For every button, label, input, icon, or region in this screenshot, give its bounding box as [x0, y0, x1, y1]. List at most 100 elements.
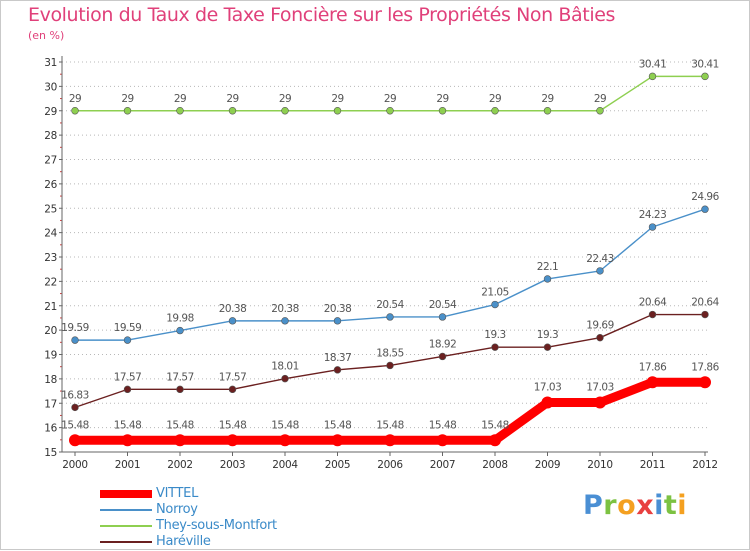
- y-tick-label: 31: [44, 57, 57, 69]
- x-tick-label: 2003: [220, 459, 246, 471]
- x-tick-label: 2001: [115, 459, 141, 471]
- x-tick-label: 2002: [167, 459, 193, 471]
- line-chart: 15 16 17 18 19 20 21 22 23 24 25 26 27 28 29 30 31 2000 20…: [44, 56, 720, 471]
- data-point: [176, 385, 184, 394]
- legend-swatch-vittel: [100, 490, 152, 498]
- legend-label-hareville: Haréville: [156, 534, 211, 549]
- data-label: 30.41: [691, 58, 719, 70]
- logo-letter: P: [583, 490, 604, 521]
- data-label: 29: [541, 93, 553, 105]
- legend-swatch-they: [100, 525, 152, 527]
- data-label: 15.48: [481, 419, 509, 431]
- data-point: [701, 205, 709, 213]
- data-label: 15.48: [429, 419, 457, 431]
- data-label: 20.38: [271, 303, 299, 315]
- y-tick-label: 16: [44, 423, 57, 435]
- data-label: 20.64: [691, 297, 719, 309]
- x-tick-label: 2011: [640, 459, 666, 471]
- data-point: [386, 313, 394, 321]
- y-tick-label: 26: [44, 179, 57, 191]
- data-point: [489, 434, 501, 447]
- data-label: 29: [331, 93, 343, 105]
- data-label: 21.05: [481, 287, 509, 299]
- data-point: [333, 366, 342, 374]
- data-point: [438, 352, 447, 361]
- logo-letter: i: [677, 490, 688, 521]
- x-tick-label: 2009: [535, 459, 561, 471]
- y-tick-label: 30: [44, 81, 57, 93]
- data-label: 29: [594, 93, 606, 105]
- y-tick-label: 21: [44, 301, 57, 313]
- data-label: 17.03: [586, 382, 614, 394]
- data-label: 18.37: [324, 352, 352, 364]
- data-point: [71, 336, 79, 344]
- data-label: 19.3: [484, 329, 505, 341]
- x-tick-label: 2012: [692, 459, 718, 471]
- data-point: [279, 434, 291, 447]
- data-point: [646, 376, 659, 389]
- data-point: [648, 310, 657, 319]
- data-point: [701, 310, 709, 319]
- y-tick-label: 28: [44, 130, 57, 142]
- data-point: [331, 434, 344, 447]
- data-point: [333, 107, 342, 115]
- data-point: [438, 107, 447, 115]
- data-label: 19.59: [61, 322, 89, 334]
- data-label: 22.1: [537, 261, 558, 273]
- data-point: [648, 223, 657, 231]
- x-tick-label: 2005: [325, 459, 351, 471]
- y-tick-label: 15: [44, 447, 57, 459]
- data-point: [69, 434, 81, 447]
- data-label: 17.03: [534, 382, 562, 394]
- legend-swatch-norroy: [100, 509, 152, 511]
- data-label: 19.3: [537, 329, 558, 341]
- data-label: 15.48: [271, 419, 299, 431]
- legend-label-they: They-sous-Montfort: [156, 518, 277, 533]
- data-point: [281, 107, 289, 115]
- data-label: 20.38: [219, 303, 247, 315]
- data-label: 18.55: [376, 347, 404, 359]
- data-point: [384, 434, 396, 447]
- data-label: 19.98: [166, 313, 194, 325]
- data-point: [596, 333, 604, 342]
- data-label: 24.96: [691, 191, 719, 203]
- data-label: 29: [174, 93, 186, 105]
- data-point: [543, 343, 552, 351]
- proxiti-logo: Proxiti: [583, 490, 687, 521]
- logo-letter: r: [603, 490, 618, 521]
- y-tick-label: 22: [44, 276, 57, 288]
- x-tick-label: 2004: [272, 459, 298, 471]
- data-label: 29: [279, 93, 291, 105]
- data-point: [123, 385, 132, 394]
- data-label: 18.01: [271, 361, 299, 373]
- x-tick-label: 2000: [62, 459, 88, 471]
- data-point: [543, 275, 552, 283]
- legend-label-norroy: Norroy: [156, 502, 198, 517]
- data-point: [543, 107, 552, 115]
- data-point: [541, 396, 554, 409]
- logo-letter: i: [654, 490, 664, 521]
- data-label: 19.59: [114, 322, 142, 334]
- data-point: [123, 336, 132, 344]
- data-label: 22.43: [586, 253, 614, 265]
- y-tick-label: 17: [44, 398, 57, 410]
- data-point: [176, 107, 184, 115]
- data-label: 19.69: [586, 320, 614, 332]
- y-tick-label: 18: [44, 374, 57, 386]
- data-label: 24.23: [639, 209, 667, 221]
- data-point: [121, 434, 134, 447]
- logo-letter: o: [617, 490, 637, 521]
- data-label: 15.48: [219, 419, 247, 431]
- data-label: 20.54: [376, 299, 404, 311]
- data-label: 29: [226, 93, 238, 105]
- data-label: 18.92: [429, 338, 457, 350]
- legend-swatch-hareville: [100, 541, 152, 543]
- data-label: 15.48: [166, 419, 194, 431]
- data-label: 29: [384, 93, 396, 105]
- data-label: 30.41: [639, 58, 667, 70]
- y-tick-label: 23: [44, 252, 57, 264]
- data-label: 17.86: [691, 361, 719, 373]
- logo-letter: x: [636, 490, 655, 521]
- data-label: 29: [121, 93, 133, 105]
